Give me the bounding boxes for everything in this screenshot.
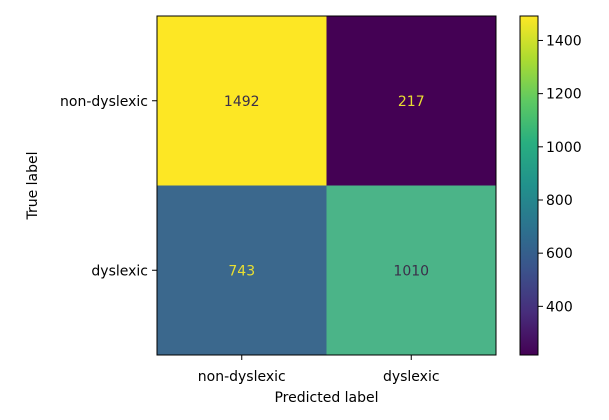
- x-tick-label: non-dyslexic: [198, 369, 286, 385]
- cell-value-label: 217: [398, 94, 425, 110]
- cell-value-label: 1010: [393, 263, 429, 279]
- cell-value-label: 1492: [224, 94, 260, 110]
- colorbar-tick-label: 800: [546, 193, 573, 209]
- heatmap-cell: [157, 185, 327, 355]
- colorbar-tick-label: 1200: [546, 87, 582, 103]
- heatmap-cell: [326, 16, 496, 186]
- x-axis-ticks: non-dyslexic dyslexic: [198, 355, 440, 385]
- cell-value-labels: 1492 217 743 1010: [224, 94, 429, 280]
- x-tick-label: dyslexic: [383, 369, 440, 385]
- y-tick-label: non-dyslexic: [60, 94, 148, 110]
- colorbar-ticks: 400 600 800 1000 1200 1400: [538, 33, 582, 315]
- colorbar-tick-label: 400: [546, 299, 573, 315]
- y-tick-label: dyslexic: [91, 263, 148, 279]
- colorbar-tick-label: 1000: [546, 140, 582, 156]
- colorbar: [519, 15, 539, 356]
- heatmap-cell: [157, 16, 327, 186]
- cell-value-label: 743: [228, 263, 255, 279]
- x-axis-label: Predicted label: [274, 390, 378, 406]
- y-axis-label: True label: [25, 151, 41, 220]
- plot-frame: [156, 15, 497, 356]
- heatmap-cells: [157, 16, 496, 355]
- heatmap-cell: [326, 185, 496, 355]
- y-axis-ticks: non-dyslexic dyslexic: [60, 94, 157, 279]
- colorbar-tick-label: 1400: [546, 33, 582, 49]
- colorbar-tick-label: 600: [546, 246, 573, 262]
